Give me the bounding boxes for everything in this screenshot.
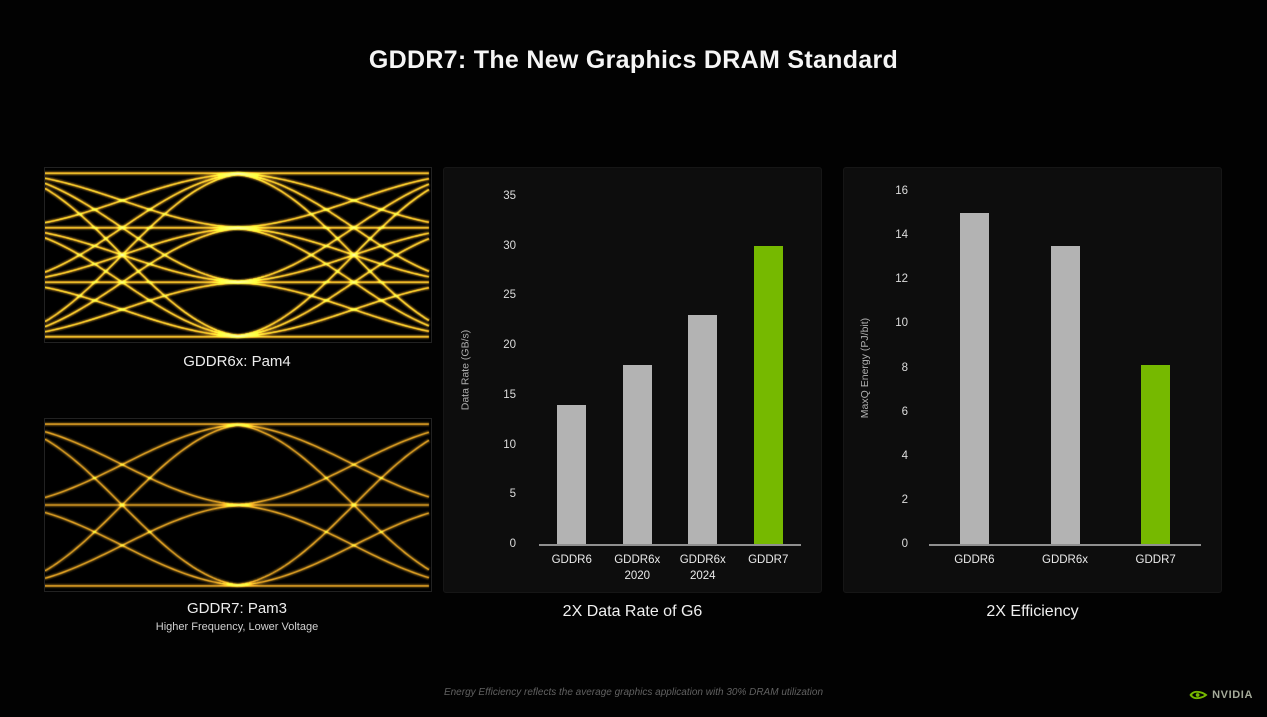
x-category-label: GDDR6x 2020	[614, 554, 661, 582]
y-axis-ticks: 35 30 25 20 15 10 5 0	[444, 190, 524, 550]
chart-panel-efficiency: MaxQ Energy (PJ/bit) 16 14 12 10 8 6 4 2 0 GDDR6…	[843, 167, 1222, 593]
x-category-label: GDDR7	[1135, 554, 1176, 566]
y-tick-label: 4	[901, 449, 908, 462]
eye-diagram-pam3	[44, 418, 432, 592]
plot-area	[539, 196, 801, 546]
y-tick-label: 10	[503, 438, 516, 451]
efficiency-chart-caption: 2X Efficiency	[986, 603, 1079, 620]
y-axis-ticks: 16 14 12 10 8 6 4 2 0	[844, 185, 916, 550]
y-tick-label: 8	[901, 361, 908, 374]
bar-cell	[1020, 191, 1111, 544]
efficiency-chart: MaxQ Energy (PJ/bit) 16 14 12 10 8 6 4 2 0 GDDR6…	[844, 168, 1221, 592]
y-tick-label: 14	[895, 229, 908, 242]
bar-gddr6	[557, 404, 587, 544]
bar-cell	[1110, 191, 1201, 544]
bar-gddr6x	[1050, 246, 1080, 544]
x-axis-categories: GDDR6 GDDR6x 2020 GDDR6x 2024 GDDR7	[539, 553, 801, 584]
y-tick-label: 30	[503, 239, 516, 252]
bar-cell	[929, 191, 1020, 544]
nvidia-eye-icon	[1189, 690, 1208, 700]
y-tick-label: 20	[503, 339, 516, 352]
bar-gddr6x-2024	[688, 315, 718, 544]
y-tick-label: 2	[901, 493, 908, 506]
bar-gddr7	[1141, 365, 1171, 544]
bars-group	[539, 196, 801, 544]
eye-diagram-pam4	[44, 167, 432, 343]
eye-diagram-pam4-label: GDDR6x: Pam4	[183, 353, 291, 370]
bar-gddr7	[753, 245, 783, 544]
x-category-label: GDDR6	[954, 554, 995, 566]
x-category-label: GDDR7	[748, 554, 789, 566]
y-tick-label: 12	[895, 273, 908, 286]
y-tick-label: 15	[503, 388, 516, 401]
x-category-label: GDDR6	[551, 554, 592, 566]
bar-cell	[539, 196, 605, 544]
bar-cell	[605, 196, 671, 544]
footnote: Energy Efficiency reflects the average g…	[443, 687, 824, 698]
chart-panel-data-rate: Data Rate (GB/s) 35 30 25 20 15 10 5 0 GDDR6 GDD…	[443, 167, 822, 593]
y-tick-label: 0	[901, 538, 908, 550]
x-category-label: GDDR6x	[1042, 554, 1089, 566]
bar-gddr6	[959, 213, 989, 544]
page-title: GDDR7: The New Graphics DRAM Standard	[368, 46, 899, 74]
data-rate-chart: Data Rate (GB/s) 35 30 25 20 15 10 5 0 GDDR6 GDD…	[444, 168, 821, 592]
eye-diagram-pam3-label: GDDR7: Pam3	[186, 600, 288, 617]
y-tick-label: 10	[895, 317, 908, 330]
data-rate-chart-caption: 2X Data Rate of G6	[562, 603, 703, 620]
plot-area	[929, 191, 1201, 546]
bars-group	[929, 191, 1201, 544]
y-tick-label: 16	[895, 185, 908, 197]
bar-cell	[736, 196, 802, 544]
bar-gddr6x-2020	[622, 365, 652, 544]
y-tick-label: 6	[901, 405, 908, 418]
bar-cell	[670, 196, 736, 544]
y-tick-label: 25	[503, 289, 516, 302]
nvidia-wordmark: NVIDIA	[1212, 689, 1253, 701]
x-category-label: GDDR6x 2024	[679, 554, 726, 582]
y-tick-label: 0	[509, 538, 516, 550]
x-axis-categories: GDDR6 GDDR6x GDDR7	[929, 553, 1201, 569]
y-tick-label: 5	[509, 488, 516, 501]
y-tick-label: 35	[503, 190, 516, 202]
eye-diagram-pam3-sublabel: Higher Frequency, Lower Voltage	[155, 621, 319, 633]
nvidia-logo: NVIDIA	[1189, 688, 1253, 702]
